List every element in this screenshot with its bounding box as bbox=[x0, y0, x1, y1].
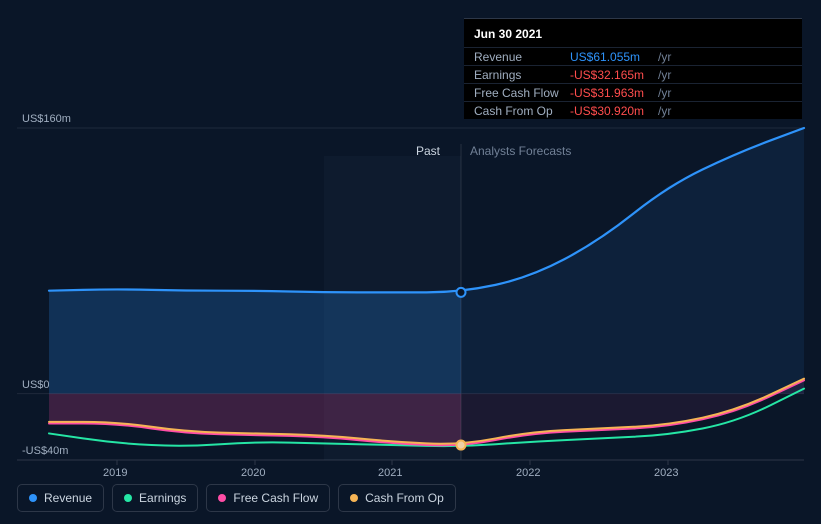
legend-label: Earnings bbox=[139, 491, 186, 505]
section-label-past: Past bbox=[416, 144, 440, 158]
tooltip-date: Jun 30 2021 bbox=[464, 19, 802, 47]
legend-dot-icon bbox=[350, 494, 358, 502]
legend-dot-icon bbox=[124, 494, 132, 502]
x-axis-label: 2020 bbox=[241, 467, 265, 479]
tooltip-value: -US$32.165m bbox=[570, 68, 656, 82]
y-axis-label: -US$40m bbox=[22, 445, 68, 457]
tooltip-unit: /yr bbox=[658, 68, 671, 82]
legend-item-earnings[interactable]: Earnings bbox=[112, 484, 198, 512]
legend-label: Free Cash Flow bbox=[233, 491, 318, 505]
tooltip-value: -US$31.963m bbox=[570, 86, 656, 100]
legend-item-revenue[interactable]: Revenue bbox=[17, 484, 104, 512]
y-axis-label: US$0 bbox=[22, 379, 50, 391]
legend-item-cfo[interactable]: Cash From Op bbox=[338, 484, 456, 512]
tooltip-row-earnings: Earnings -US$32.165m /yr bbox=[464, 65, 802, 83]
tooltip-row-fcf: Free Cash Flow -US$31.963m /yr bbox=[464, 83, 802, 101]
y-axis-label: US$160m bbox=[22, 113, 71, 125]
x-axis-label: 2022 bbox=[516, 467, 540, 479]
x-axis-label: 2019 bbox=[103, 467, 127, 479]
tooltip-label: Earnings bbox=[474, 68, 570, 82]
tooltip-value: US$61.055m bbox=[570, 50, 656, 64]
financial-chart: US$160m US$0 -US$40m 2019 2020 2021 2022… bbox=[0, 0, 821, 524]
tooltip-value: -US$30.920m bbox=[570, 104, 656, 118]
legend-label: Revenue bbox=[44, 491, 92, 505]
tooltip-label: Free Cash Flow bbox=[474, 86, 570, 100]
tooltip-label: Revenue bbox=[474, 50, 570, 64]
x-axis-label: 2021 bbox=[378, 467, 402, 479]
tooltip-row-revenue: Revenue US$61.055m /yr bbox=[464, 47, 802, 65]
legend-dot-icon bbox=[218, 494, 226, 502]
chart-legend: Revenue Earnings Free Cash Flow Cash Fro… bbox=[17, 484, 456, 512]
section-label-forecasts: Analysts Forecasts bbox=[470, 144, 571, 158]
legend-dot-icon bbox=[29, 494, 37, 502]
tooltip-unit: /yr bbox=[658, 86, 671, 100]
x-axis-label: 2023 bbox=[654, 467, 678, 479]
legend-item-fcf[interactable]: Free Cash Flow bbox=[206, 484, 330, 512]
tooltip-unit: /yr bbox=[658, 104, 671, 118]
tooltip-row-cfo: Cash From Op -US$30.920m /yr bbox=[464, 101, 802, 119]
tooltip-unit: /yr bbox=[658, 50, 671, 64]
tooltip-label: Cash From Op bbox=[474, 104, 570, 118]
chart-tooltip: Jun 30 2021 Revenue US$61.055m /yr Earni… bbox=[464, 18, 802, 119]
legend-label: Cash From Op bbox=[365, 491, 444, 505]
